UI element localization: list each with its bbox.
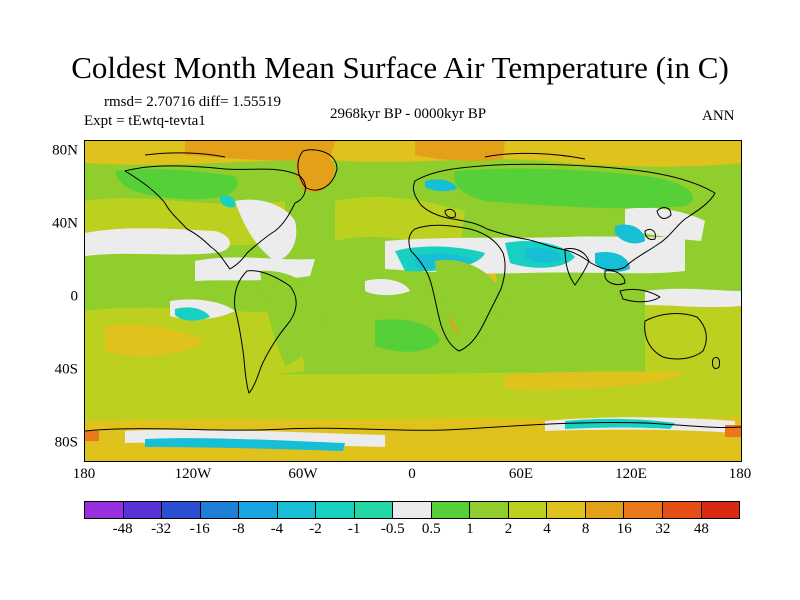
colorbar-swatch xyxy=(239,502,278,518)
colorbar-label: -48 xyxy=(112,521,133,537)
y-tick-eq: 0 xyxy=(70,288,79,305)
colorbar-swatch xyxy=(508,502,548,518)
colorbar-label: -8 xyxy=(232,521,245,537)
colorbar-swatch xyxy=(277,502,317,518)
stats-line: rmsd= 2.70716 diff= 1.55519 xyxy=(104,94,282,110)
colorbar-label: -0.5 xyxy=(380,521,405,537)
x-tick-60e: 60E xyxy=(508,466,534,482)
colorbar-label: -2 xyxy=(309,521,322,537)
colorbar-swatch xyxy=(624,502,663,518)
chart-title: Coldest Month Mean Surface Air Temperatu… xyxy=(71,50,729,85)
x-tick-120w: 120W xyxy=(174,466,212,482)
x-tick-180w: 180 xyxy=(72,466,96,482)
y-tick-80n: 80N xyxy=(52,142,78,159)
colorbar-swatch xyxy=(585,502,625,518)
x-tick-0: 0 xyxy=(408,466,416,482)
colorbar-swatch xyxy=(123,502,163,518)
colorbar-label: -4 xyxy=(270,521,284,537)
x-tick-120e: 120E xyxy=(615,466,647,482)
x-tick-180e: 180 xyxy=(728,466,752,482)
season-label: ANN xyxy=(702,108,735,124)
colorbar-swatch xyxy=(354,502,394,518)
colorbar-swatch xyxy=(316,502,355,518)
colorbar-swatch xyxy=(662,502,702,518)
colorbar-swatch xyxy=(200,502,240,518)
colorbar-label: 0.5 xyxy=(421,521,441,537)
colorbar-label: 8 xyxy=(581,521,590,537)
y-tick-80s: 80S xyxy=(54,434,78,451)
colorbar-label: -16 xyxy=(189,521,210,537)
colorbar-label: 1 xyxy=(466,521,474,537)
period-label: 2968kyr BP - 0000kyr BP xyxy=(330,106,487,122)
colorbar-label: 48 xyxy=(693,521,709,537)
y-tick-40s: 40S xyxy=(54,361,78,378)
colorbar-label: 16 xyxy=(616,521,632,537)
colorbar-swatch xyxy=(162,502,201,518)
x-tick-60w: 60W xyxy=(288,466,318,482)
colorbar-label: -32 xyxy=(151,521,172,537)
colorbar-swatch xyxy=(547,502,586,518)
temperature-map xyxy=(84,140,742,462)
colorbar-label: 32 xyxy=(655,521,671,537)
y-tick-40n: 40N xyxy=(52,215,78,232)
colorbar-label: 4 xyxy=(543,521,551,537)
colorbar-swatch xyxy=(470,502,509,518)
experiment-label: Expt = tEwtq-tevta1 xyxy=(84,113,206,129)
colorbar xyxy=(84,501,740,519)
colorbar-swatch xyxy=(85,502,124,518)
colorbar-swatch xyxy=(701,502,740,518)
colorbar-label: -1 xyxy=(347,521,361,537)
colorbar-swatch xyxy=(431,502,471,518)
colorbar-swatch xyxy=(393,502,432,518)
colorbar-label: 2 xyxy=(504,521,513,537)
